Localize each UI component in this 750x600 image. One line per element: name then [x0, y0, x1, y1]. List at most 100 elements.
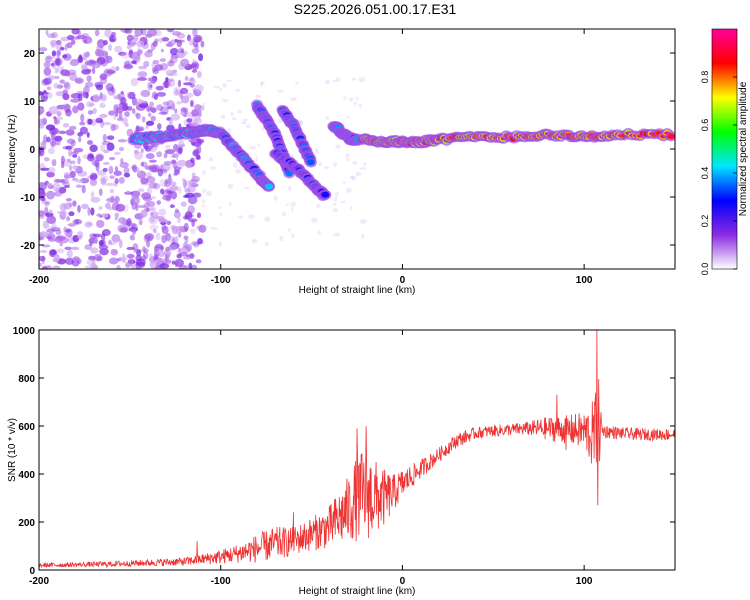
heatmap-cell	[100, 143, 105, 152]
heatmap-cell	[171, 159, 176, 165]
heatmap-cell	[46, 228, 56, 233]
heatmap-cell	[149, 261, 158, 269]
heatmap-cell	[218, 241, 222, 248]
heatmap-cell	[118, 256, 128, 262]
heatmap-cell	[108, 165, 114, 175]
heatmap-cell	[59, 46, 65, 51]
heatmap-cell	[86, 140, 94, 145]
heatmap-cell	[70, 140, 76, 147]
spectrogram-ytick-label: 20	[24, 49, 36, 60]
heatmap-cell	[136, 77, 147, 81]
heatmap-cell	[140, 29, 147, 36]
heatmap-cell	[56, 235, 66, 241]
heatmap-cell	[131, 196, 140, 205]
heatmap-cell	[125, 262, 131, 268]
heatmap-cell	[72, 165, 78, 170]
heatmap-cell	[99, 113, 108, 118]
heatmap-cell	[53, 116, 57, 120]
heatmap-cell	[41, 266, 48, 269]
heatmap-cell	[138, 219, 143, 226]
heatmap-cell	[157, 168, 164, 177]
heatmap-cell	[176, 39, 183, 48]
heatmap-cell	[123, 172, 131, 178]
heatmap-cell	[321, 191, 330, 198]
heatmap-cell	[162, 168, 168, 174]
heatmap-cell	[195, 36, 201, 43]
heatmap-cell	[160, 48, 164, 53]
heatmap-cell	[202, 225, 209, 229]
heatmap-cell	[120, 91, 124, 95]
heatmap-cell	[71, 39, 76, 45]
heatmap-cell	[153, 250, 160, 258]
heatmap-cell	[87, 118, 93, 125]
heatmap-cell	[287, 228, 292, 232]
heatmap-cell	[116, 117, 125, 122]
heatmap-cell	[81, 203, 89, 210]
heatmap-cell	[87, 110, 94, 115]
heatmap-cell	[85, 81, 94, 88]
heatmap-cell	[197, 109, 202, 118]
heatmap-cell	[229, 202, 232, 207]
heatmap-cell	[183, 222, 189, 232]
spectrogram-ytick-label: 10	[24, 97, 36, 108]
heatmap-cell	[198, 53, 204, 62]
heatmap-cell	[235, 168, 242, 174]
heatmap-cell	[147, 49, 154, 53]
heatmap-cell	[51, 265, 61, 269]
heatmap-cell	[210, 166, 217, 170]
heatmap-cell	[64, 70, 71, 77]
heatmap-cell	[145, 153, 155, 160]
spectrogram-xtick-label: -200	[29, 275, 49, 286]
heatmap-cell	[164, 248, 172, 258]
heatmap-cell	[277, 89, 285, 93]
heatmap-cell	[332, 80, 337, 83]
heatmap-cell	[39, 255, 46, 262]
heatmap-cell	[163, 80, 169, 89]
heatmap-cell	[185, 159, 192, 169]
heatmap-cell	[200, 40, 205, 48]
heatmap-cell	[668, 134, 675, 138]
heatmap-cell	[172, 69, 177, 74]
heatmap-cell	[334, 191, 340, 197]
heatmap-cell	[72, 256, 80, 263]
heatmap-cell	[70, 98, 80, 103]
heatmap-cell	[39, 47, 48, 52]
heatmap-cell	[195, 155, 202, 161]
heatmap-cell	[44, 206, 49, 215]
heatmap-cell	[158, 111, 168, 115]
heatmap-cell	[111, 234, 121, 243]
heatmap-cell	[124, 29, 133, 34]
heatmap-cell	[108, 44, 113, 51]
heatmap-cell	[352, 160, 358, 165]
heatmap-cell	[138, 65, 147, 70]
heatmap-cell	[208, 157, 214, 162]
heatmap-cell	[41, 197, 46, 202]
heatmap-cell	[346, 157, 350, 162]
snr-xtick-label: -200	[29, 576, 49, 587]
snr-xtick-label: 0	[400, 576, 406, 587]
heatmap-cell	[227, 128, 232, 134]
heatmap-cell	[131, 60, 137, 64]
heatmap-cell	[60, 178, 69, 184]
heatmap-cell	[81, 184, 86, 194]
heatmap-cell	[61, 103, 71, 110]
heatmap-cell	[65, 145, 73, 150]
heatmap-cell	[150, 115, 156, 122]
heatmap-cell	[50, 227, 61, 232]
heatmap-cell	[102, 161, 110, 166]
heatmap-cell	[180, 201, 187, 207]
heatmap-cell	[126, 44, 132, 50]
heatmap-cell	[190, 99, 194, 108]
heatmap-cell	[89, 144, 98, 153]
heatmap-cell	[140, 161, 148, 168]
heatmap-cell	[115, 66, 120, 71]
heatmap-cell	[164, 149, 175, 155]
heatmap-cell	[103, 40, 108, 46]
snr-frame	[38, 329, 676, 571]
heatmap-cell	[91, 60, 101, 69]
heatmap-cell	[336, 232, 340, 237]
heatmap-cell	[173, 165, 181, 174]
colorbar-tick-label: 0.6	[700, 119, 710, 132]
heatmap-cell	[66, 42, 73, 49]
